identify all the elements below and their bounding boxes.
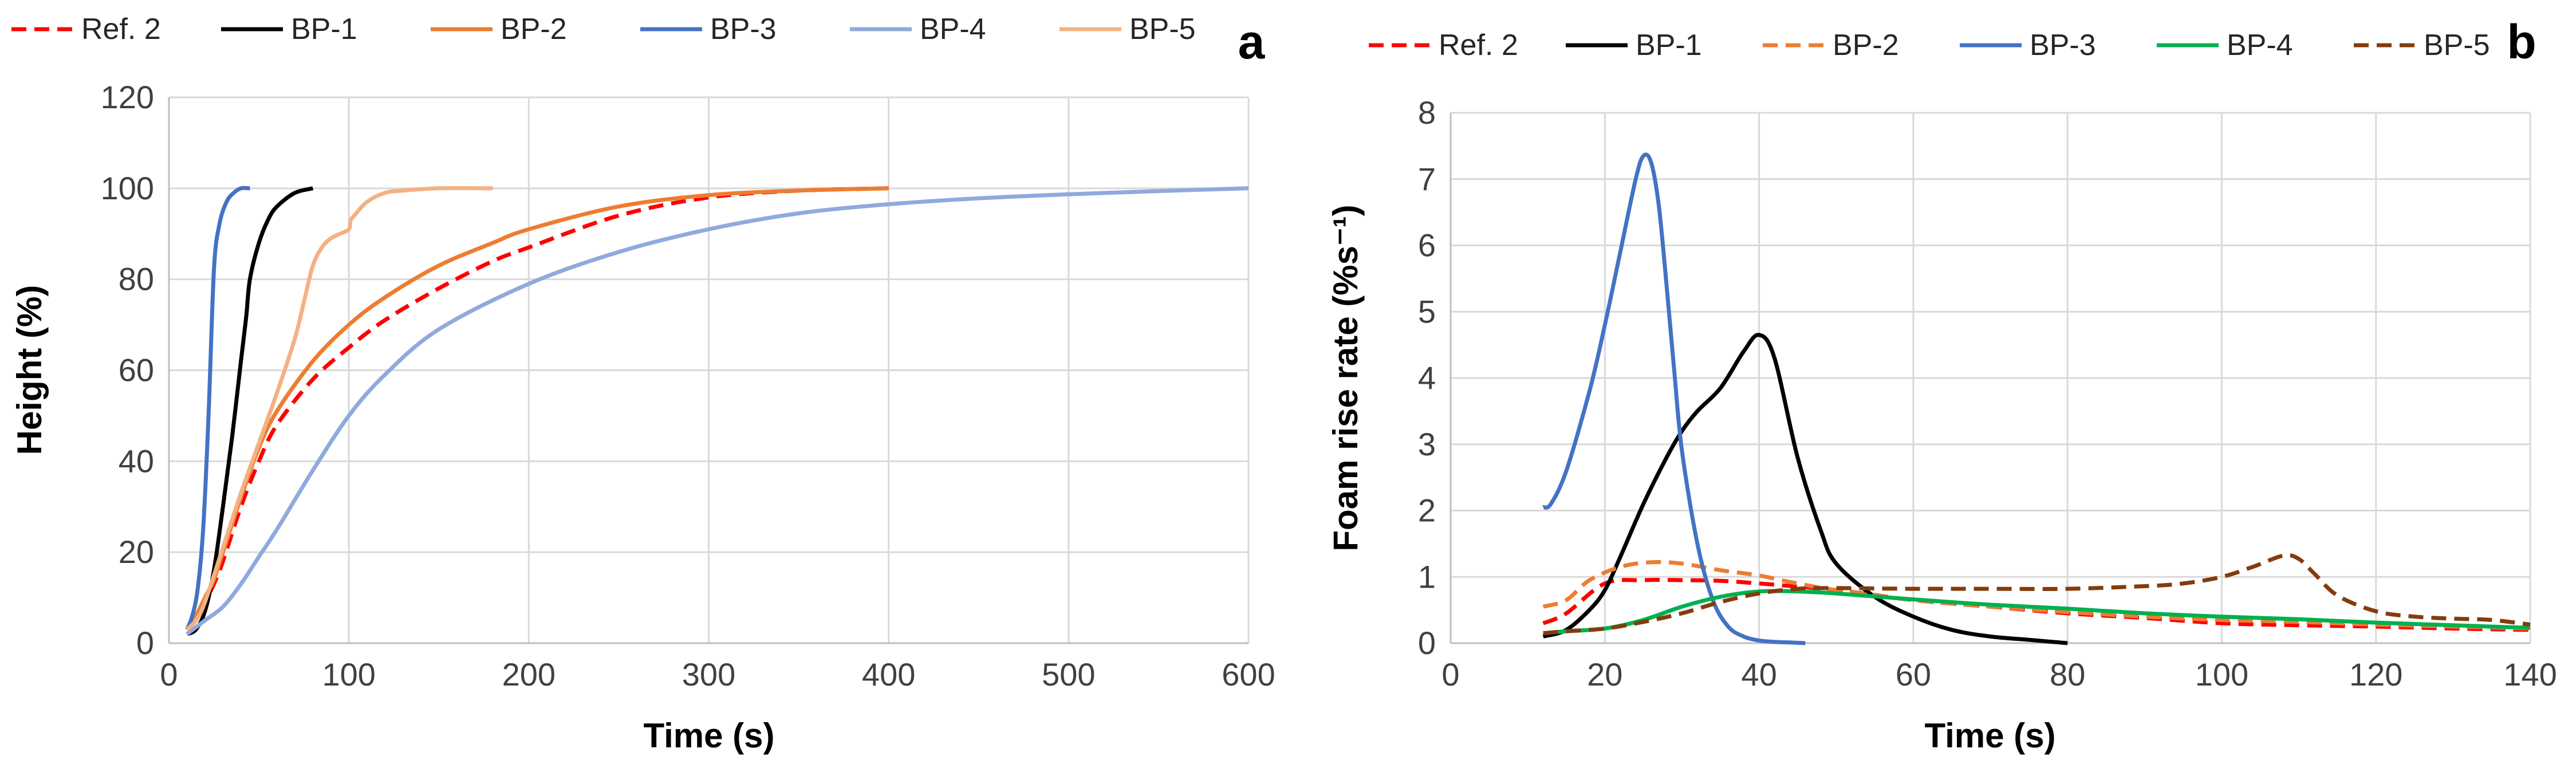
panel-b-y-tick-label: 8 bbox=[1418, 94, 1436, 131]
panel-b-y-tick-label: 3 bbox=[1418, 426, 1436, 462]
panel-a-chart: 0 100 200 300 400 500 600 0 20 40 60 80 100 120 Time … bbox=[10, 13, 1275, 755]
panel-b-series-bp-3 bbox=[1542, 152, 1806, 645]
panel-b-x-axis-title: Time (s) bbox=[1925, 716, 2056, 755]
panel-a-series-bp-3 bbox=[185, 186, 250, 631]
panel-b-chart: 0 20 40 60 80 100 120 140 0 1 2 3 4 5 6 7 8 Time (s) Foa… bbox=[1326, 15, 2557, 755]
panel-a-y-tick-label: 0 bbox=[136, 625, 154, 661]
panel-a-series-bp-4 bbox=[186, 186, 1249, 636]
panel-b-legend-label-bp-2: BP-2 bbox=[1833, 29, 1899, 62]
panel-b-legend-label-bp-1: BP-1 bbox=[1636, 29, 1702, 62]
panel-a-legend-label-bp-3: BP-3 bbox=[710, 13, 777, 46]
panel-a-y-tick-label: 100 bbox=[101, 170, 154, 206]
panel-b-y-tick-label: 0 bbox=[1418, 625, 1436, 661]
panel-a-x-tick-label: 200 bbox=[502, 656, 556, 692]
panel-b-y-axis-title: Foam rise rate (%s⁻¹) bbox=[1326, 204, 1365, 551]
panel-b-x-tick-label: 120 bbox=[2349, 656, 2402, 692]
panel-a-gridlines bbox=[169, 96, 1250, 643]
panel-a-legend: Ref. 2 BP-1 BP-2 BP-3 BP-4 BP-5 bbox=[11, 13, 1196, 46]
panel-b-legend-label-bp-3: BP-3 bbox=[2030, 29, 2096, 62]
panel-a-x-tick-label: 400 bbox=[862, 656, 915, 692]
panel-b-y-tick-label: 2 bbox=[1418, 493, 1436, 529]
panel-b-x-tick-label: 0 bbox=[1441, 656, 1459, 692]
panel-b-x-tick-label: 40 bbox=[1741, 656, 1777, 692]
panel-b-x-tick-label: 80 bbox=[2050, 656, 2085, 692]
panel-b-tick-labels: 0 20 40 60 80 100 120 140 0 1 2 3 4 5 6 7 8 bbox=[1418, 94, 2557, 692]
panel-a-legend-label-ref-2: Ref. 2 bbox=[81, 13, 161, 46]
panel-b-y-tick-label: 5 bbox=[1418, 293, 1436, 329]
panel-a-legend-label-bp-1: BP-1 bbox=[291, 13, 357, 46]
panel-b-series-bp-2 bbox=[1542, 560, 2531, 631]
panel-b-y-tick-label: 4 bbox=[1418, 360, 1436, 396]
panel-b-series bbox=[1542, 152, 2531, 645]
panel-b-series-bp-5 bbox=[1543, 553, 2531, 636]
panel-b-x-tick-label: 140 bbox=[2503, 656, 2557, 692]
panel-a-legend-label-bp-5: BP-5 bbox=[1129, 13, 1196, 46]
panel-a-y-axis-title: Height (%) bbox=[10, 285, 49, 455]
panel-b-legend: Ref. 2 BP-1 BP-2 BP-3 BP-4 BP-5 bbox=[1369, 29, 2490, 62]
panel-a-axes bbox=[168, 97, 1248, 644]
panel-a-legend-label-bp-2: BP-2 bbox=[501, 13, 567, 46]
panel-b-legend-label-ref-2: Ref. 2 bbox=[1439, 29, 1518, 62]
panel-a-series-bp-2 bbox=[185, 186, 889, 631]
panel-a-label: a bbox=[1238, 15, 1266, 69]
panel-a-y-tick-label: 20 bbox=[119, 534, 154, 570]
panel-b-x-tick-label: 100 bbox=[2195, 656, 2248, 692]
panel-b-x-tick-label: 20 bbox=[1587, 656, 1622, 692]
panel-b-y-tick-label: 7 bbox=[1418, 161, 1436, 197]
panel-b-legend-label-bp-4: BP-4 bbox=[2227, 29, 2293, 62]
panel-a-series bbox=[185, 186, 1249, 636]
panel-a-x-tick-label: 500 bbox=[1042, 656, 1095, 692]
panel-a-x-tick-label: 600 bbox=[1222, 656, 1275, 692]
panel-b-y-tick-label: 6 bbox=[1418, 227, 1436, 263]
panel-b-legend-label-bp-5: BP-5 bbox=[2424, 29, 2490, 62]
panel-a-x-axis-title: Time (s) bbox=[644, 716, 775, 755]
panel-a-x-tick-label: 0 bbox=[160, 656, 178, 692]
panel-b-x-tick-label: 60 bbox=[1896, 656, 1931, 692]
panel-b-axes bbox=[1450, 113, 2530, 644]
panel-b-series-bp-1 bbox=[1542, 333, 2068, 645]
panel-a-y-tick-label: 120 bbox=[101, 79, 154, 115]
panel-a-series-bp-1 bbox=[186, 186, 314, 636]
panel-a-y-tick-label: 40 bbox=[119, 443, 154, 479]
panel-a-x-tick-label: 100 bbox=[322, 656, 375, 692]
panel-b-gridlines bbox=[1451, 112, 2531, 643]
panel-a-x-tick-label: 300 bbox=[682, 656, 735, 692]
panel-a-legend-label-bp-4: BP-4 bbox=[920, 13, 986, 46]
panel-a-series-bp-5 bbox=[185, 186, 493, 631]
panel-b-series-bp-4 bbox=[1543, 589, 2531, 636]
panel-a-y-tick-label: 60 bbox=[119, 352, 154, 388]
panel-b-y-tick-label: 1 bbox=[1418, 558, 1436, 594]
panel-a-tick-labels: 0 100 200 300 400 500 600 0 20 40 60 80 100 120 bbox=[101, 79, 1275, 692]
panel-a-series-ref-2 bbox=[185, 186, 889, 631]
panel-b-label: b bbox=[2507, 15, 2536, 69]
panel-a-y-tick-label: 80 bbox=[119, 261, 154, 297]
